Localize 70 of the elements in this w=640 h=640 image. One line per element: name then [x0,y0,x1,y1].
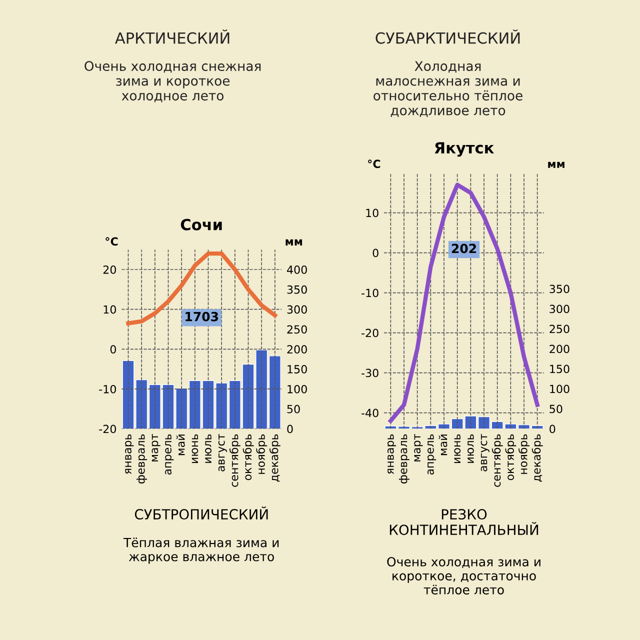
text: АРКТИЧЕСКИЙ [115,29,230,44]
x-tick-label: апрель [428,434,436,475]
x-tick-label: май [438,434,448,456]
y-axis-title: °C [368,160,380,168]
y-tick-label: 0 [110,345,116,354]
y-tick-label: 20 [103,265,116,274]
text: СУБТРОПИЧЕСКИЙ [134,506,268,520]
x-tick-label: октябрь [505,434,516,480]
y2-tick-label: 0 [287,424,293,434]
y2-tick-label: 250 [287,325,307,334]
x-tick-label: март [414,434,423,462]
y2-tick-label: 50 [550,404,562,414]
x-tick-label: август [480,434,490,472]
annotation: 202 [452,244,476,254]
y2-tick-label: 400 [287,265,307,274]
chart-title: Якутск [434,142,494,157]
x-tick-label: январь [388,434,396,474]
x-tick-label: ноябрь [256,434,268,474]
text: РЕЗКО КОНТИНЕНТАЛЬНЫЙ [390,509,538,536]
y-tick-label: 10 [104,305,116,314]
x-tick-label: февраль [136,434,147,484]
x-tick-label: ноябрь [518,434,530,474]
y-tick-label: -10 [362,288,378,298]
text: Холодная малоснежная зима и относительно тёплое дождливое лето [374,61,522,117]
annotation: 1703 [186,312,218,322]
text: Тёплая влажная зима и жаркое влажное лето [123,538,279,564]
y2-tick-label: 350 [550,284,570,294]
y2-tick-label: 350 [287,285,307,294]
x-tick-label: октябрь [242,434,254,480]
y-tick-label: -20 [99,424,116,434]
text: Очень холодная зима и короткое, достаточно тёплое лето [387,557,540,594]
y2-tick-label: 300 [287,305,307,314]
x-tick-label: март [152,434,160,462]
y2-tick-label: 150 [288,365,307,374]
line-series [388,182,540,423]
y-tick-label: -40 [362,408,378,418]
x-tick-label: июнь [454,434,461,464]
y2-tick-label: 300 [550,304,570,314]
x-tick-label: сентябрь [229,434,240,487]
y2-tick-label: 50 [287,404,300,414]
x-tick-label: сентябрь [492,434,503,487]
y2-tick-label: 0 [550,424,556,434]
x-tick-label: апрель [165,434,174,475]
x-tick-label: декабрь [532,434,543,482]
text: Очень холодная снежная зима и короткое холодное лето [84,61,261,102]
chart-title: Сочи [180,218,222,230]
x-tick-label: январь [125,434,134,474]
y2-tick-label: 200 [287,345,307,354]
x-tick-label: июль [205,434,212,463]
x-tick-label: май [176,434,185,456]
y2-tick-label: 150 [550,364,570,374]
y-tick-label: 10 [366,208,378,218]
y-tick-label: -30 [362,368,378,378]
x-tick-label: декабрь [269,434,280,482]
y2-tick-label: 100 [288,384,307,394]
x-tick-label: июль [468,434,474,463]
y-tick-label: 0 [372,248,378,258]
line-series [126,251,278,326]
y2-tick-label: 200 [550,344,570,354]
y2-axis-title: мм [286,239,302,246]
text: СУБАРКТИЧЕСКИЙ [376,29,520,44]
y2-tick-label: 100 [550,384,570,394]
y2-axis-title: мм [548,162,564,168]
y-tick-label: -10 [99,384,116,394]
y2-tick-label: 250 [550,324,570,334]
x-tick-label: июнь [192,434,198,464]
y-axis-title: °C [106,237,118,246]
y-tick-label: -20 [362,328,378,338]
x-tick-label: август [218,434,227,472]
x-tick-label: февраль [398,434,410,484]
